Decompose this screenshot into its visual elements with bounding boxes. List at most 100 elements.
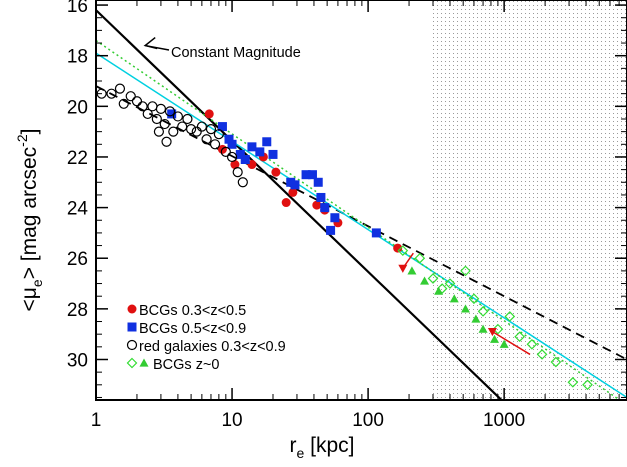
point-red-galaxies-0-3-z-0-9-1 — [106, 88, 117, 99]
point-bcgs-z-0-5 — [460, 265, 471, 277]
point-bcgs-0-5-z-0-9-9 — [268, 149, 278, 159]
point-bcgs-0-5-z-0-9-2 — [224, 134, 234, 144]
point-bcgs-0-3-z-0-5-8 — [312, 200, 322, 210]
point-bcgs-z-0-filled-7 — [490, 334, 500, 343]
point-bcgs-z-0-9 — [504, 311, 516, 322]
point-red-down-triangles-0 — [398, 264, 408, 273]
point-bcgs-0-5-z-0-9-5 — [240, 154, 250, 164]
red-arrow-1 — [492, 331, 531, 356]
x-tick-label-1: 10 — [221, 410, 242, 431]
point-red-galaxies-0-3-z-0-9-19 — [196, 121, 207, 132]
point-red-galaxies-0-3-z-0-9-25 — [226, 151, 238, 163]
line-bcg-fit-cyan — [96, 52, 627, 399]
point-red-galaxies-0-3-z-0-9-29 — [153, 126, 165, 137]
y-tick-label-1: 18 — [67, 47, 88, 68]
point-red-galaxies-0-3-z-0-9-9 — [151, 113, 162, 125]
point-bcgs-0-5-z-0-9-16 — [320, 203, 330, 213]
point-red-galaxies-0-3-z-0-9-23 — [213, 129, 224, 140]
point-bcgs-0-5-z-0-9-1 — [217, 122, 227, 132]
legend-symbol-3-0 — [126, 357, 138, 369]
point-bcgs-0-3-z-0-5-6 — [281, 198, 291, 208]
legend-symbol-3-1 — [139, 358, 149, 367]
point-bcgs-z-0-8 — [492, 323, 504, 335]
legend: BCGs 0.3<z<0.5 BCGs 0.5<z<0.9 red galaxi… — [126, 303, 286, 373]
y-tick-label-2: 20 — [67, 97, 88, 118]
x-tick-label-2: 100 — [352, 410, 384, 431]
point-red-galaxies-0-3-z-0-9-18 — [191, 126, 202, 137]
point-bcgs-0-5-z-0-9-17 — [326, 225, 336, 235]
legend-label-bcgs-z0: BCGs z~0 — [153, 357, 219, 373]
point-bcgs-z-0-12 — [536, 349, 548, 360]
point-red-galaxies-0-3-z-0-9-27 — [237, 177, 248, 188]
axis-ticks: 1 10 100 1000 16 18 20 22 24 26 28 30 — [67, 0, 627, 431]
point-bcgs-0-3-z-0-5-7 — [288, 187, 298, 197]
y-tick-label-3: 22 — [67, 148, 88, 169]
point-bcgs-0-3-z-0-5-0 — [204, 109, 214, 119]
point-bcgs-0-5-z-0-9-13 — [307, 170, 317, 180]
point-bcgs-0-5-z-0-9-0 — [167, 109, 177, 119]
red-arrow-0 — [402, 252, 414, 269]
legend-label-red-galaxies: red galaxies 0.3<z<0.9 — [139, 339, 286, 355]
point-bcgs-z-0-0 — [397, 245, 409, 256]
y-tick-label-4: 24 — [67, 199, 89, 220]
line-red-galaxies-fit — [96, 85, 627, 361]
point-bcgs-z-0-13 — [550, 356, 562, 368]
point-bcgs-z-0-filled-8 — [499, 339, 509, 348]
fit-lines-layer — [96, 9, 627, 400]
point-bcgs-0-5-z-0-9-11 — [290, 180, 300, 190]
point-red-galaxies-0-3-z-0-9-11 — [159, 118, 170, 130]
point-bcgs-0-5-z-0-9-7 — [255, 147, 265, 157]
annotation-text: Constant Magnitude — [171, 45, 301, 61]
point-bcgs-z-0-filled-1 — [420, 276, 430, 285]
x-axis-title: re [kpc] — [290, 434, 355, 461]
point-bcgs-z-0-filled-6 — [478, 324, 488, 333]
point-bcgs-z-0-filled-5 — [471, 314, 481, 323]
point-bcgs-0-5-z-0-9-8 — [262, 137, 272, 147]
point-red-galaxies-0-3-z-0-9-10 — [155, 103, 167, 114]
legend-label-bcgs-low-z: BCGs 0.3<z<0.5 — [139, 303, 246, 319]
point-red-galaxies-0-3-z-0-9-26 — [232, 167, 243, 178]
legend-symbol-1-0 — [127, 322, 137, 332]
point-bcgs-z-0-filled-2 — [434, 286, 444, 295]
constant-magnitude-annotation: Constant Magnitude — [143, 36, 301, 61]
point-bcgs-0-5-z-0-9-19 — [371, 228, 381, 238]
point-bcgs-0-3-z-0-5-5 — [271, 167, 281, 177]
point-bcgs-z-0-1 — [414, 252, 426, 264]
shaded-region-layer — [433, 0, 627, 400]
data-points-layer — [96, 83, 593, 391]
point-red-galaxies-0-3-z-0-9-20 — [201, 134, 212, 145]
y-tick-label-6: 28 — [67, 300, 88, 321]
legend-symbol-0-0 — [127, 304, 137, 314]
point-bcgs-0-5-z-0-9-6 — [247, 142, 257, 152]
point-red-galaxies-0-3-z-0-9-28 — [161, 136, 172, 147]
point-red-galaxies-0-3-z-0-9-13 — [168, 126, 179, 137]
point-bcgs-z-0-7 — [477, 306, 489, 317]
point-bcgs-z-0-filled-0 — [407, 266, 417, 275]
point-red-galaxies-0-3-z-0-9-24 — [220, 146, 231, 157]
y-tick-label-0: 16 — [67, 0, 88, 17]
point-red-galaxies-0-3-z-0-9-3 — [118, 98, 129, 109]
point-bcgs-0-5-z-0-9-15 — [316, 192, 326, 202]
point-bcgs-0-5-z-0-9-18 — [330, 213, 340, 223]
legend-label-bcgs-mid-z: BCGs 0.5<z<0.9 — [139, 321, 246, 337]
y-axis-title: <μe> [mag arcsec-2] — [14, 129, 45, 312]
point-red-galaxies-0-3-z-0-9-12 — [164, 106, 176, 117]
y-tick-label-5: 26 — [67, 249, 88, 270]
x-tick-label-3: 1000 — [483, 410, 525, 431]
point-red-galaxies-0-3-z-0-9-7 — [142, 108, 153, 120]
point-bcgs-z-0-filled-3 — [449, 294, 459, 303]
point-red-galaxies-0-3-z-0-9-22 — [209, 139, 221, 150]
legend-symbol-2-0 — [126, 339, 138, 351]
y-tick-label-7: 30 — [67, 350, 88, 371]
point-red-galaxies-0-3-z-0-9-21 — [205, 124, 217, 135]
point-bcgs-z-0-11 — [526, 338, 538, 350]
annotation-arrowhead — [143, 36, 158, 50]
point-red-galaxies-0-3-z-0-9-8 — [147, 101, 158, 112]
point-bcgs-z-0-filled-4 — [461, 304, 471, 313]
point-bcgs-0-5-z-0-9-14 — [313, 177, 323, 187]
point-red-galaxies-0-3-z-0-9-17 — [185, 124, 197, 135]
line-constant-magnitude — [96, 9, 504, 400]
point-red-galaxies-0-3-z-0-9-4 — [125, 91, 136, 102]
point-bcgs-0-5-z-0-9-3 — [227, 139, 237, 149]
point-bcgs-z-0-10 — [514, 331, 525, 343]
